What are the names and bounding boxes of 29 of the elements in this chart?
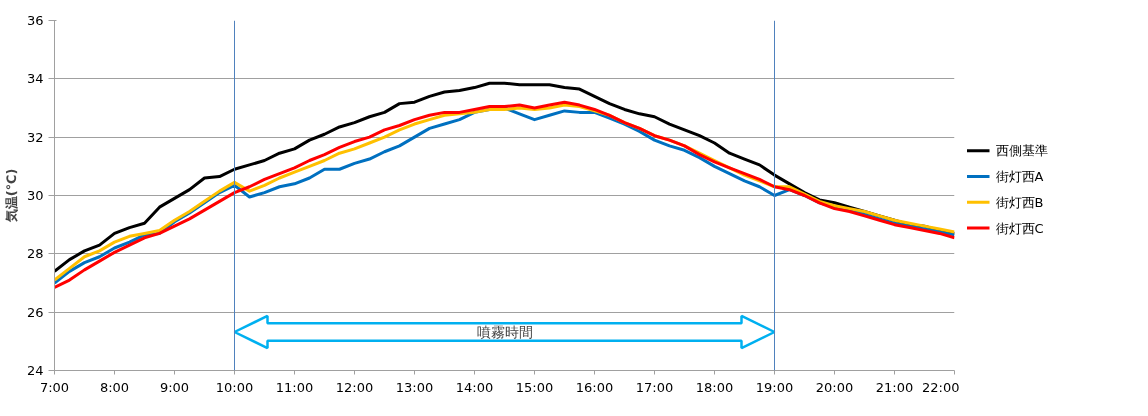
annotation: 噴霧時間 (476, 324, 533, 340)
x-tick-label: 10:00 (215, 379, 254, 395)
x-tick-label: 21:00 (875, 379, 914, 395)
y-axis-title: 気温(℃) (3, 168, 19, 224)
x-tick-label: 8:00 (99, 379, 130, 395)
y-tick-label: 34 (26, 71, 44, 87)
x-tick-label: 7:00 (39, 379, 70, 395)
y-tick-label: 30 (26, 188, 44, 203)
x-tick-label: 18:00 (695, 379, 734, 395)
legend-label: 西側基準 (995, 143, 1048, 159)
y-tick-label: 32 (26, 129, 44, 145)
x-tick-label: 22:00 (922, 379, 960, 395)
x-tick-label: 16:00 (575, 379, 614, 395)
x-tick-label: 19:00 (755, 379, 794, 395)
y-tick-label: 36 (26, 13, 44, 28)
x-tick-label: 11:00 (275, 379, 314, 395)
x-tick-label: 13:00 (395, 379, 434, 395)
x-tick-label: 12:00 (335, 379, 374, 395)
x-tick-label: 14:00 (455, 379, 494, 395)
legend-label: 街灯西B (995, 194, 1044, 210)
x-tick-label: 20:00 (815, 379, 854, 395)
x-tick-label: 9:00 (159, 379, 190, 395)
x-tick-label: 15:00 (515, 379, 554, 395)
y-tick-label: 26 (26, 304, 44, 320)
legend-label: 街灯西A (995, 169, 1044, 185)
x-tick-label: 17:00 (635, 379, 674, 395)
y-tick-label: 28 (26, 246, 44, 262)
y-tick-label: 24 (26, 363, 44, 378)
legend-label: 街灯西C (995, 220, 1044, 236)
